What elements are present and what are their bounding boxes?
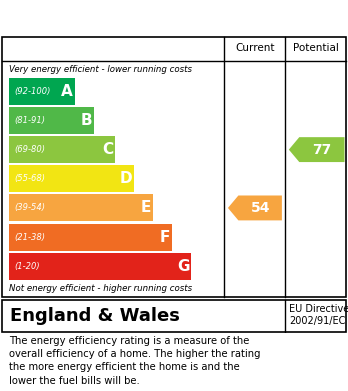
Polygon shape	[228, 196, 282, 221]
Text: (39-54): (39-54)	[14, 203, 45, 212]
Text: A: A	[61, 84, 73, 99]
Text: 77: 77	[312, 143, 332, 157]
Bar	[9, 165, 134, 192]
Text: The energy efficiency rating is a measure of the
overall efficiency of a home. T: The energy efficiency rating is a measur…	[9, 336, 260, 386]
Bar	[9, 136, 115, 163]
Text: (21-38): (21-38)	[14, 233, 45, 242]
Bar	[9, 194, 153, 221]
Text: G: G	[177, 259, 190, 274]
Text: Current: Current	[235, 43, 275, 54]
Text: C: C	[102, 142, 113, 157]
Text: (1-20): (1-20)	[14, 262, 40, 271]
Text: Not energy efficient - higher running costs: Not energy efficient - higher running co…	[9, 284, 192, 293]
Text: E: E	[141, 201, 151, 215]
Text: Very energy efficient - lower running costs: Very energy efficient - lower running co…	[9, 65, 192, 74]
Bar	[9, 253, 191, 280]
Bar	[9, 107, 94, 134]
Text: England & Wales: England & Wales	[10, 307, 180, 325]
Text: D: D	[120, 171, 132, 186]
Text: (81-91): (81-91)	[14, 116, 45, 125]
Text: (69-80): (69-80)	[14, 145, 45, 154]
Bar	[9, 224, 172, 251]
Text: 54: 54	[250, 201, 270, 215]
Text: EU Directive
2002/91/EC: EU Directive 2002/91/EC	[289, 305, 348, 326]
Text: (55-68): (55-68)	[14, 174, 45, 183]
Text: (92-100): (92-100)	[14, 87, 50, 96]
Text: Potential: Potential	[293, 43, 339, 54]
Bar	[9, 78, 74, 105]
Text: F: F	[160, 230, 171, 245]
Polygon shape	[289, 137, 345, 162]
Text: B: B	[80, 113, 92, 128]
Text: Energy Efficiency Rating: Energy Efficiency Rating	[9, 9, 238, 27]
